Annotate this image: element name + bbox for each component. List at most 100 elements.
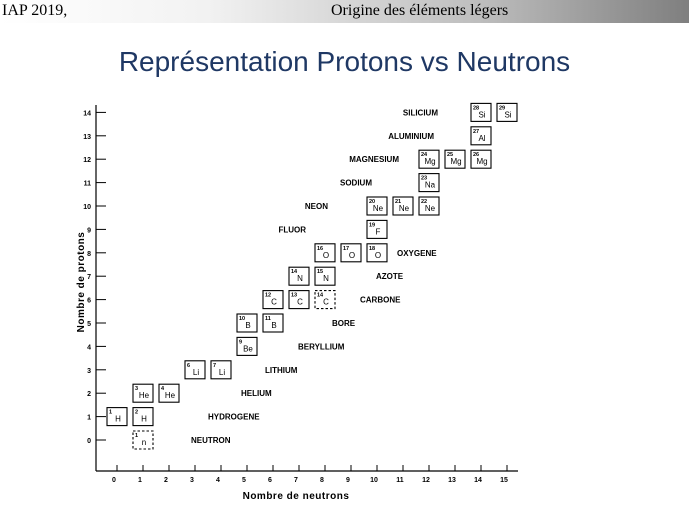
y-tick-label: 5: [87, 321, 91, 328]
nuclide-mass-number: 26: [473, 152, 479, 158]
y-tick-label: 10: [83, 204, 91, 211]
x-tick-label: 4: [216, 477, 220, 484]
nuclide-symbol: Li: [219, 368, 225, 377]
x-tick-label: 13: [448, 477, 456, 484]
nuclide-symbol: Mg: [450, 157, 461, 166]
nuclide-box: [444, 149, 466, 169]
nuclide-symbol: H: [115, 415, 121, 424]
element-label: NEON: [305, 202, 328, 211]
nuclide-mass-number: 24: [421, 152, 428, 158]
nuclide-box: [262, 313, 284, 333]
nuclide-box: [470, 126, 492, 146]
nuclide-box: [418, 196, 440, 216]
nuclide-box: [392, 196, 414, 216]
nuclide-box: [496, 102, 518, 122]
element-label: SODIUM: [340, 179, 372, 188]
nuclide-symbol: F: [376, 227, 381, 236]
nuclide-symbol: He: [139, 391, 150, 400]
nuclide-box: [210, 360, 232, 380]
nuclide-mass-number: 13: [291, 293, 297, 299]
header-right-text: Origine des éléments légers: [331, 2, 509, 19]
nuclide-mass-number: 27: [473, 129, 479, 135]
nuclide-symbol: C: [271, 298, 277, 307]
nuclide-box: [314, 266, 336, 286]
y-tick-label: 6: [87, 298, 91, 305]
nuclide-box: [132, 430, 154, 450]
nuclide-box: [106, 407, 128, 427]
nuclide-mass-number: 14: [291, 269, 298, 275]
x-tick-label: 14: [474, 477, 482, 484]
nuclide-box: [418, 149, 440, 169]
nuclide-mass-number: 25: [447, 152, 453, 158]
x-tick-label: 15: [500, 477, 508, 484]
element-label: OXYGENE: [397, 249, 437, 258]
nuclide-symbol: Si: [504, 110, 511, 119]
nuclide-box: [470, 102, 492, 122]
y-tick-label: 14: [83, 110, 91, 117]
header-bar: IAP 2019, Origine des éléments légers: [0, 0, 689, 23]
nuclide-box: [236, 336, 258, 356]
nuclide-mass-number: 17: [343, 246, 349, 252]
element-label: SILICIUM: [403, 108, 438, 117]
element-label: HYDROGENE: [208, 413, 260, 422]
nuclide-box: [470, 149, 492, 169]
nuclide-mass-number: 19: [369, 222, 375, 228]
nuclide-box: [288, 266, 310, 286]
x-tick-label: 10: [370, 477, 378, 484]
element-label: FLUOR: [278, 225, 306, 234]
nuclide-symbol: Ne: [373, 204, 384, 213]
x-tick-label: 1: [138, 477, 142, 484]
nuclide-symbol: Mg: [476, 157, 487, 166]
nuclide-box: [314, 243, 336, 263]
nuclide-symbol: Li: [193, 368, 199, 377]
y-tick-label: 9: [87, 227, 91, 234]
x-tick-label: 2: [164, 477, 168, 484]
header-left-text: IAP 2019,: [2, 2, 68, 19]
nuclide-symbol: O: [323, 251, 329, 260]
x-tick-label: 6: [268, 477, 272, 484]
nuclide-mass-number: 15: [317, 269, 323, 275]
element-label: MAGNESIUM: [349, 155, 399, 164]
nuclide-box: [262, 290, 284, 310]
nuclide-mass-number: 7: [213, 363, 216, 369]
nuclide-symbol: C: [323, 298, 329, 307]
nuclide-box: [314, 290, 336, 310]
nuclide-mass-number: 6: [187, 363, 190, 369]
nuclide-box: [132, 383, 154, 403]
x-tick-label: 0: [112, 477, 116, 484]
element-label: BORE: [332, 319, 356, 328]
y-tick-label: 12: [83, 157, 91, 164]
slide-title: Représentation Protons vs Neutrons: [118, 46, 571, 77]
nuclide-symbol: Ne: [399, 204, 410, 213]
nuclide-mass-number: 3: [135, 386, 138, 392]
nuclide-mass-number: 11: [265, 316, 271, 322]
nuclide-box: [132, 407, 154, 427]
x-axis-title: Nombre de neutrons: [243, 491, 350, 502]
nuclide-mass-number: 14: [317, 293, 324, 299]
nuclide-mass-number: 20: [369, 199, 375, 205]
nuclide-box: [288, 290, 310, 310]
y-tick-label: 13: [83, 134, 91, 141]
x-tick-label: 3: [190, 477, 194, 484]
nuclide-mass-number: 9: [239, 339, 242, 345]
nuclide-symbol: C: [297, 298, 303, 307]
nuclide-mass-number: 29: [499, 105, 505, 111]
nuclide-box: [366, 196, 388, 216]
x-tick-label: 7: [294, 477, 298, 484]
nuclide-symbol: He: [165, 391, 176, 400]
element-label: LITHIUM: [265, 366, 298, 375]
element-label: ALUMINIUM: [388, 132, 434, 141]
y-tick-label: 8: [87, 251, 91, 258]
y-tick-label: 0: [87, 438, 91, 445]
nuclide-box: [236, 313, 258, 333]
nuclide-symbol: Si: [478, 110, 485, 119]
element-label: HELIUM: [241, 389, 272, 398]
nuclide-symbol: O: [375, 251, 381, 260]
nuclide-symbol: B: [245, 321, 250, 330]
nuclide-box: [340, 243, 362, 263]
nuclide-mass-number: 4: [161, 386, 165, 392]
x-tick-label: 8: [320, 477, 324, 484]
y-tick-label: 1: [87, 415, 91, 422]
nuclide-symbol: Na: [425, 181, 436, 190]
